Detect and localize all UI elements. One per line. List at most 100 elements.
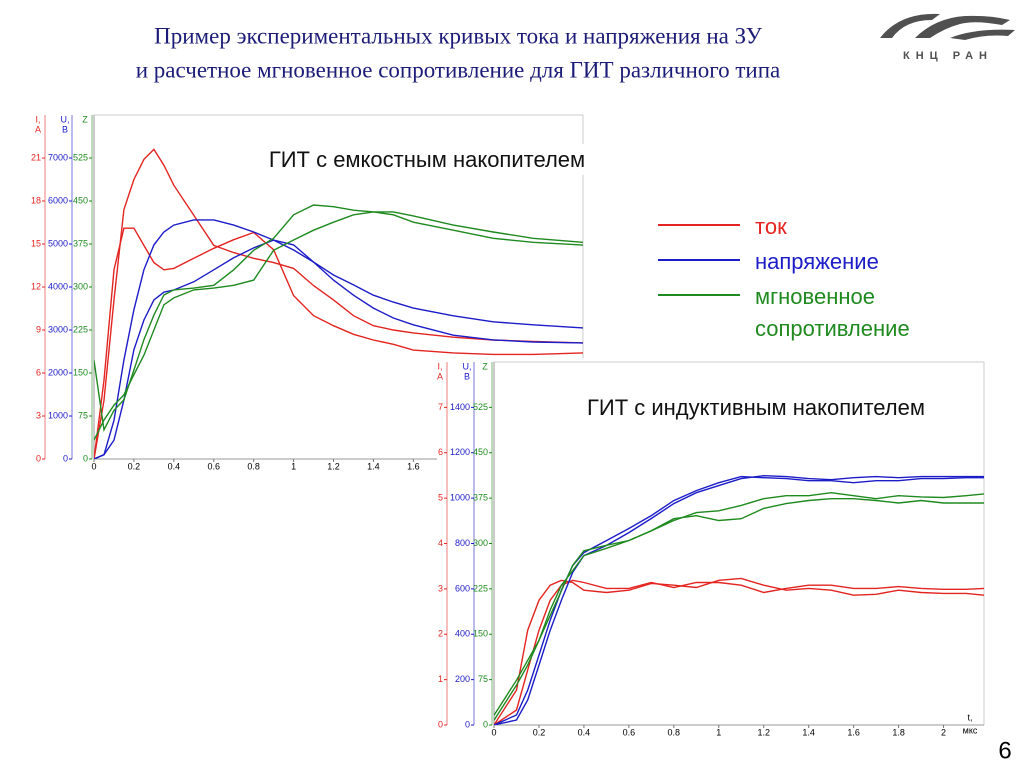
y-tick-label: 0: [63, 453, 68, 463]
y-tick-label: 225: [473, 583, 488, 593]
y-tick-label: 150: [73, 367, 88, 377]
y-axis-label: I,: [437, 361, 442, 371]
x-tick-label: 0.6: [207, 461, 220, 471]
y-tick-label: 0: [83, 453, 88, 463]
y-axis-label: Z: [482, 361, 488, 371]
x-tick-label: 1: [291, 461, 296, 471]
y-tick-label: 2000: [48, 367, 68, 377]
y-tick-label: 6000: [48, 195, 68, 205]
data-line: [94, 239, 583, 459]
x-tick-label: 1.6: [847, 727, 860, 737]
y-axis-label: Z: [82, 114, 88, 124]
legend-item: мгновенное сопротивление: [655, 276, 975, 341]
legend-label: напряжение: [755, 249, 879, 274]
legend-label: мгновенное сопротивление: [755, 284, 910, 341]
slide-title: Пример экспериментальных кривых тока и н…: [154, 23, 762, 48]
data-line: [494, 491, 984, 721]
y-axis-label: U,: [61, 114, 70, 124]
y-tick-label: 15: [31, 238, 41, 248]
y-tick-label: 800: [455, 538, 470, 548]
y-tick-label: 300: [473, 538, 488, 548]
y-tick-label: 1200: [450, 447, 470, 457]
y-tick-label: 1400: [450, 402, 470, 412]
legend-swatch: [658, 294, 740, 296]
y-tick-label: 7: [438, 402, 443, 412]
y-tick-label: 375: [473, 493, 488, 503]
y-tick-label: 600: [455, 583, 470, 593]
chart: 0 0.2 0.4 0.6 0.8 1 1.2 1.4 1.6 1.8 2 t, мкс 0 1 2 3 4 5 6 7…: [437, 358, 985, 742]
legend-item: ток: [655, 206, 975, 241]
data-line: [494, 498, 984, 716]
data-line: [94, 219, 583, 459]
x-axis-label: t,: [967, 712, 972, 722]
data-line: [494, 579, 984, 725]
chart-title: ГИТ с емкостным накопителем: [269, 147, 585, 172]
x-tick-label: 1.8: [892, 727, 905, 737]
y-tick-label: 0: [36, 453, 41, 463]
y-tick-label: 5000: [48, 238, 68, 248]
x-tick-label: 0.8: [247, 461, 260, 471]
y-tick-label: 75: [78, 410, 88, 420]
y-tick-label: 9: [36, 324, 41, 334]
x-tick-label: 0: [91, 461, 96, 471]
logo: КНЦ РАН: [880, 13, 1015, 62]
y-axis-label: A: [437, 371, 443, 381]
x-tick-label: 1.2: [327, 461, 340, 471]
x-axis-label: мкс: [963, 725, 978, 735]
y-tick-label: 3: [438, 583, 443, 593]
y-tick-label: 2: [438, 629, 443, 639]
y-axis-label: I,: [35, 114, 40, 124]
legend-item: напряжение: [655, 241, 975, 276]
y-tick-label: 450: [73, 195, 88, 205]
chart: 0 0.2 0.4 0.6 0.8 1 1.2 1.4 1.6036912151821I,A01…: [30, 113, 590, 472]
y-tick-label: 21: [31, 152, 41, 162]
y-tick-label: 6: [438, 447, 443, 457]
x-tick-label: 1.4: [367, 461, 380, 471]
slide-title: и расчетное мгновенное сопротивление для…: [136, 57, 781, 82]
data-line: [94, 211, 583, 441]
chart-title-background: [264, 143, 590, 175]
y-axis-label: U,: [463, 361, 472, 371]
y-tick-label: 18: [31, 195, 41, 205]
legend: ток напряжение мгновенное сопротивление: [655, 206, 975, 341]
x-tick-label: 1.2: [757, 727, 770, 737]
x-tick-label: 0.2: [533, 727, 546, 737]
x-tick-label: 1.4: [802, 727, 815, 737]
y-tick-label: 300: [73, 281, 88, 291]
y-tick-label: 3: [36, 410, 41, 420]
y-tick-label: 75: [478, 674, 488, 684]
y-tick-label: 150: [473, 629, 488, 639]
y-tick-label: 4000: [48, 281, 68, 291]
x-tick-label: 1: [716, 727, 721, 737]
y-tick-label: 3000: [48, 324, 68, 334]
y-tick-label: 4: [438, 538, 443, 548]
data-line: [494, 577, 984, 725]
chart-title: ГИТ с индуктивным накопителем: [587, 395, 925, 420]
logo-text: КНЦ РАН: [903, 50, 993, 62]
y-tick-label: 5: [438, 493, 443, 503]
page-number: 6: [998, 737, 1011, 764]
y-tick-label: 450: [473, 447, 488, 457]
y-tick-label: 525: [73, 152, 88, 162]
y-tick-label: 1000: [48, 410, 68, 420]
legend-swatch: [658, 259, 740, 261]
chart-title-background: [582, 391, 930, 423]
x-tick-label: 0.4: [168, 461, 181, 471]
x-tick-label: 0.4: [578, 727, 591, 737]
x-tick-label: 0.6: [623, 727, 636, 737]
y-tick-label: 0: [438, 719, 443, 729]
data-line: [494, 475, 984, 725]
y-tick-label: 0: [465, 719, 470, 729]
x-tick-label: 0.2: [128, 461, 141, 471]
y-axis-label: В: [62, 124, 68, 134]
y-tick-label: 525: [473, 402, 488, 412]
legend-swatch: [658, 224, 740, 226]
y-tick-label: 12: [31, 281, 41, 291]
y-tick-label: 200: [455, 674, 470, 684]
y-axis-label: В: [464, 371, 470, 381]
y-tick-label: 7000: [48, 152, 68, 162]
y-tick-label: 225: [73, 324, 88, 334]
y-tick-label: 375: [73, 238, 88, 248]
